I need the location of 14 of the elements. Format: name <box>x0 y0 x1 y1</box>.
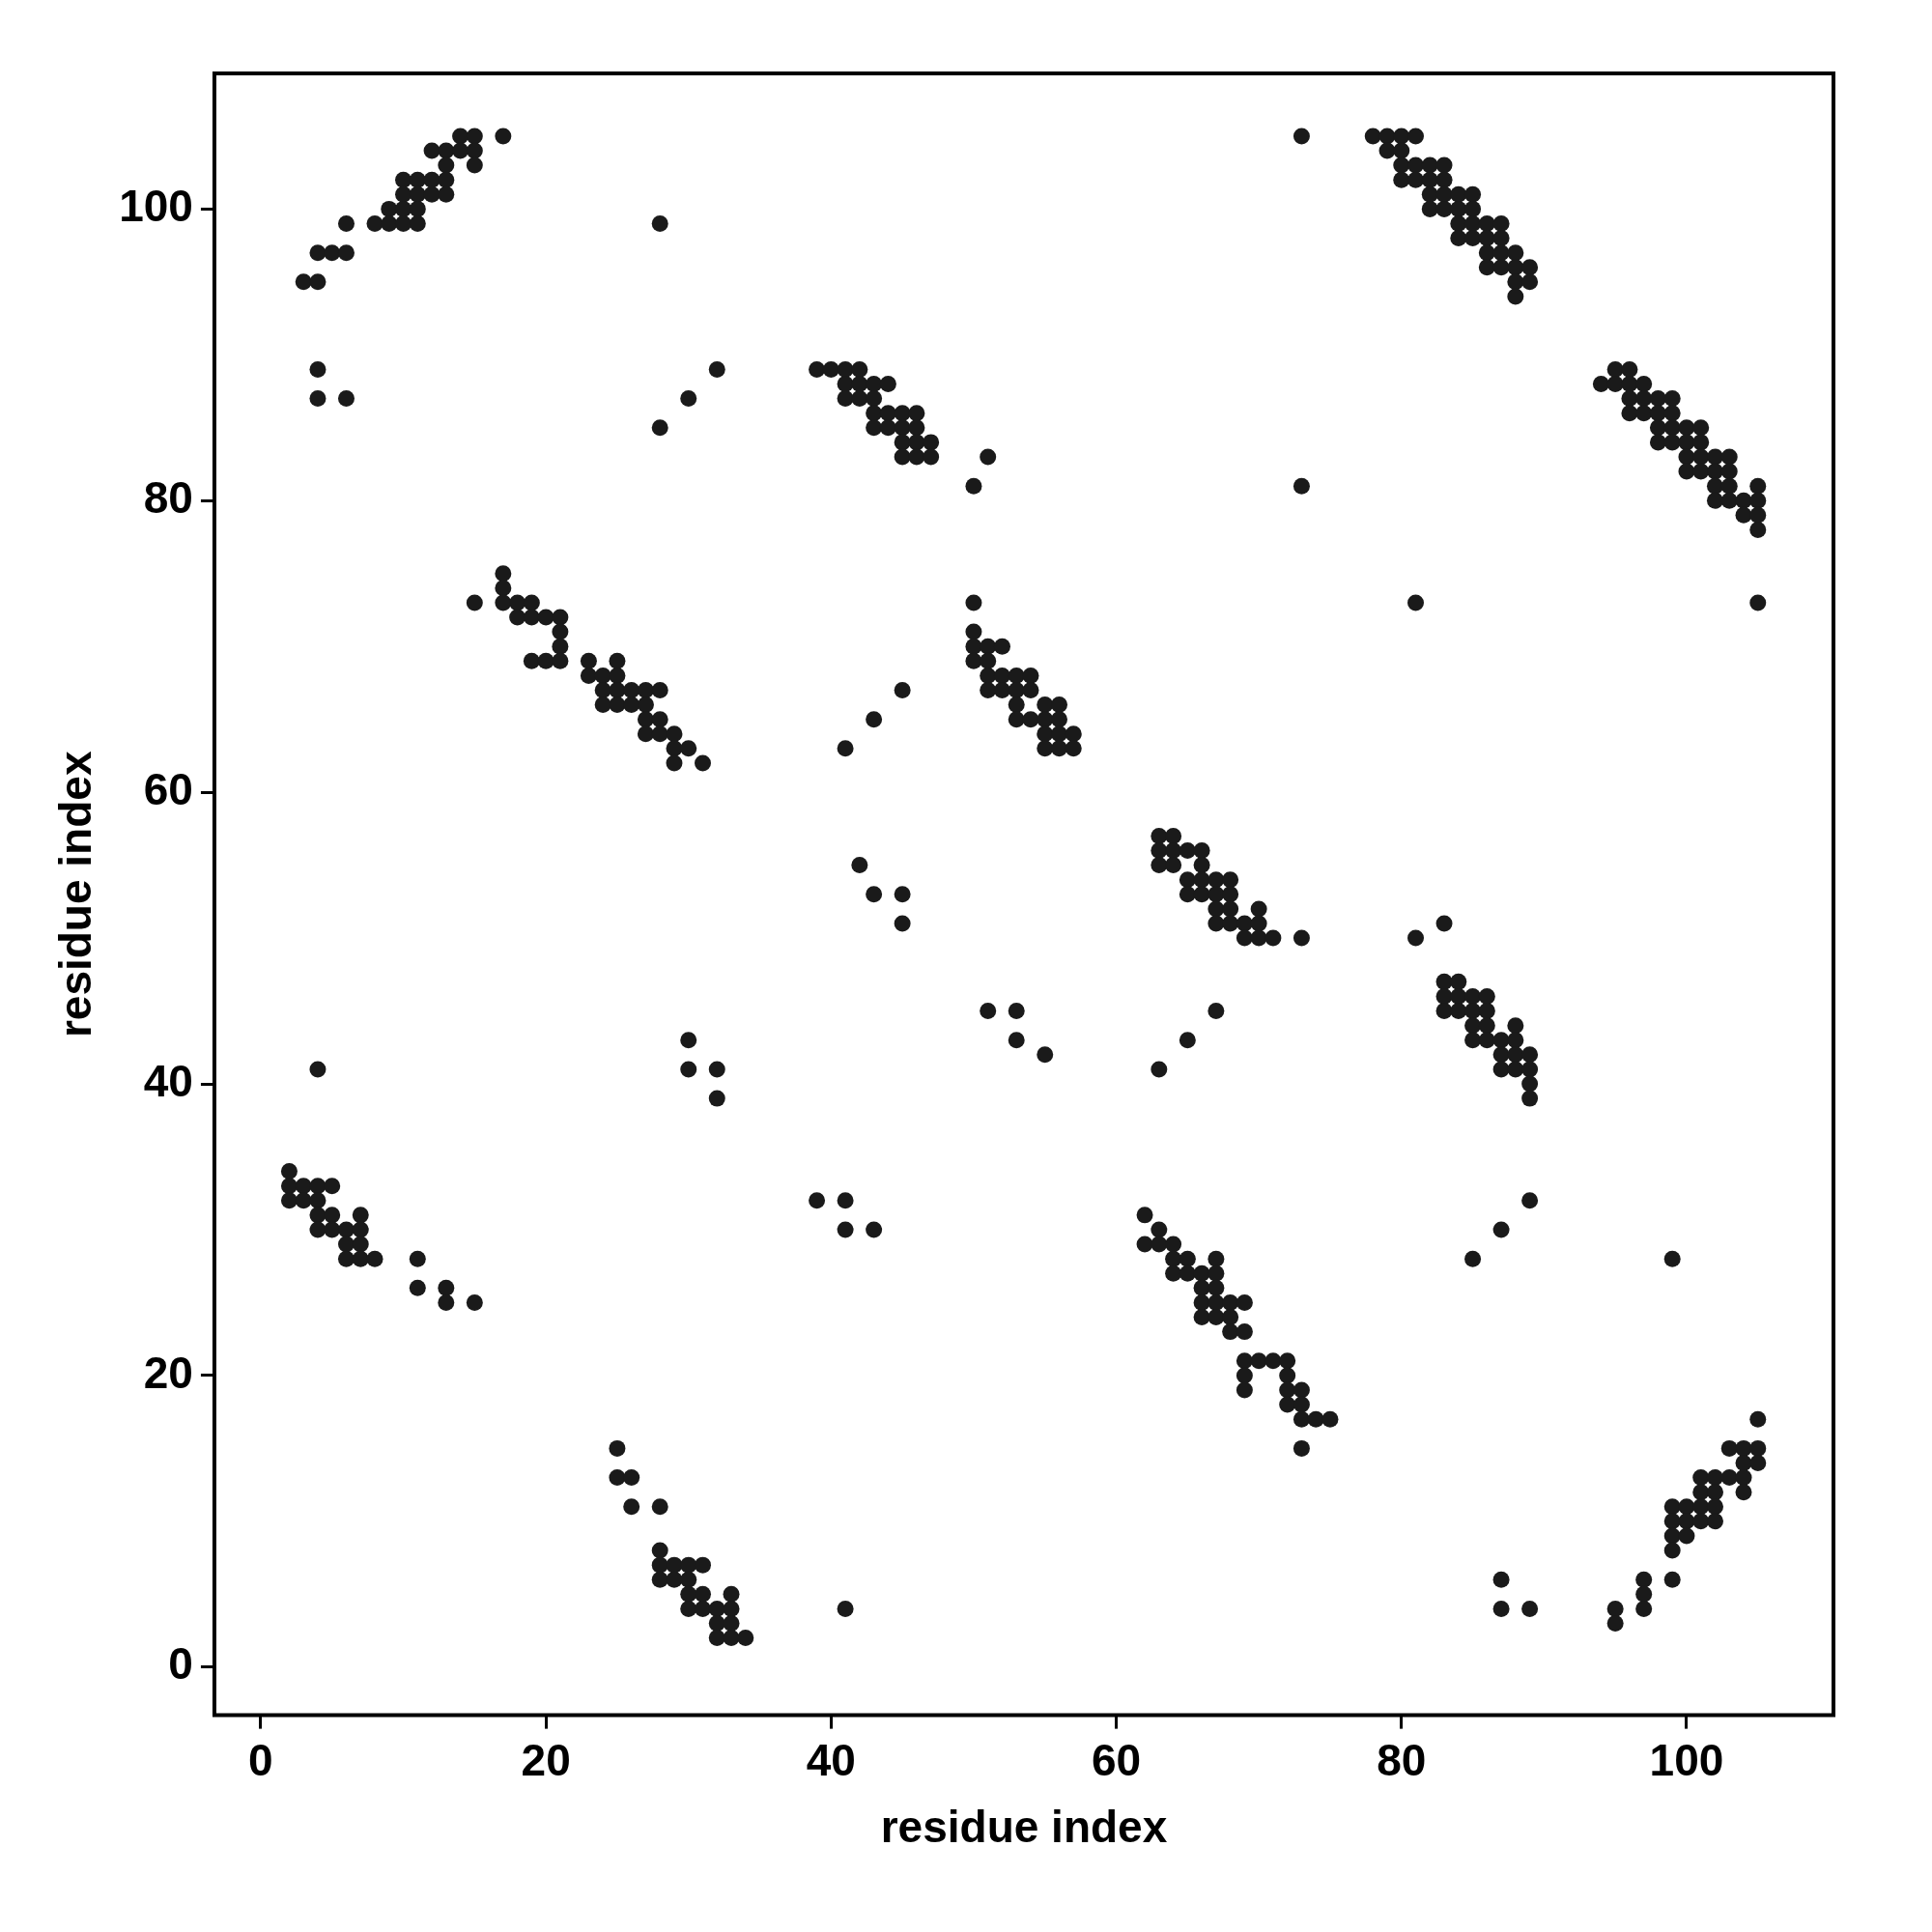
x-tick-label: 40 <box>806 1734 856 1785</box>
y-tick-label: 100 <box>119 181 193 232</box>
x-tick-label: 100 <box>1649 1734 1724 1785</box>
y-tick-label: 0 <box>168 1638 193 1690</box>
y-axis-title: residue index <box>50 751 101 1038</box>
y-tick-label: 40 <box>143 1055 193 1106</box>
x-tick-label: 20 <box>521 1734 571 1785</box>
y-tick-label: 20 <box>143 1347 193 1398</box>
x-axis-title: residue index <box>880 1802 1168 1853</box>
x-tick-label: 80 <box>1377 1734 1427 1785</box>
y-tick-label: 80 <box>143 471 193 523</box>
x-tick-label: 60 <box>1091 1734 1142 1785</box>
y-tick-label: 60 <box>143 763 193 814</box>
x-tick-label: 0 <box>248 1734 273 1785</box>
